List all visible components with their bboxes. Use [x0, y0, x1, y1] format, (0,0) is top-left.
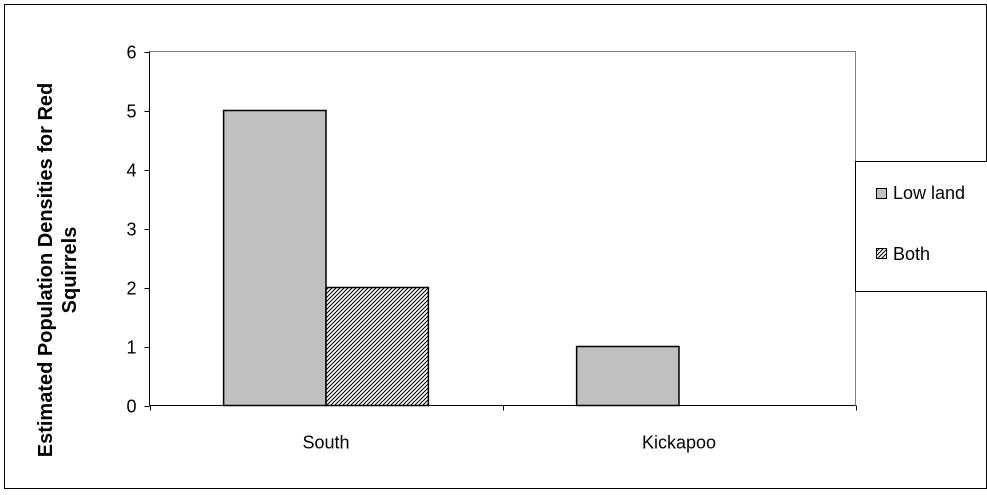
y-tick-label: 5 — [126, 102, 136, 122]
legend-swatch-low-land — [877, 189, 887, 199]
y-axis: 0 1 2 3 4 5 6 — [126, 43, 149, 417]
legend: Low land Both — [856, 162, 987, 292]
legend-swatch-both — [877, 249, 887, 259]
y-tick-label: 4 — [126, 161, 136, 181]
x-axis: South Kickapoo — [150, 406, 857, 453]
x-tick-label: South — [302, 433, 349, 453]
y-tick-label: 2 — [126, 279, 136, 299]
y-axis-title: Estimated Population Densities for Red S… — [35, 83, 81, 458]
y-tick-label: 0 — [126, 397, 136, 417]
y-tick-label: 6 — [126, 43, 136, 63]
y-tick-label: 1 — [126, 338, 136, 358]
chart-frame — [5, 5, 987, 489]
legend-label-low-land: Low land — [893, 183, 965, 203]
y-axis-title-line2: Squirrels — [59, 227, 81, 314]
y-tick-label: 3 — [126, 220, 136, 240]
bars — [224, 111, 679, 406]
x-tick-label: Kickapoo — [642, 433, 716, 453]
bar-low-land-south — [224, 111, 326, 406]
legend-box — [856, 162, 987, 292]
bar-low-land-kickapoo — [577, 347, 679, 406]
legend-label-both: Both — [893, 244, 930, 264]
y-axis-title-line1: Estimated Population Densities for Red — [35, 83, 57, 458]
bar-both-south — [326, 288, 428, 406]
